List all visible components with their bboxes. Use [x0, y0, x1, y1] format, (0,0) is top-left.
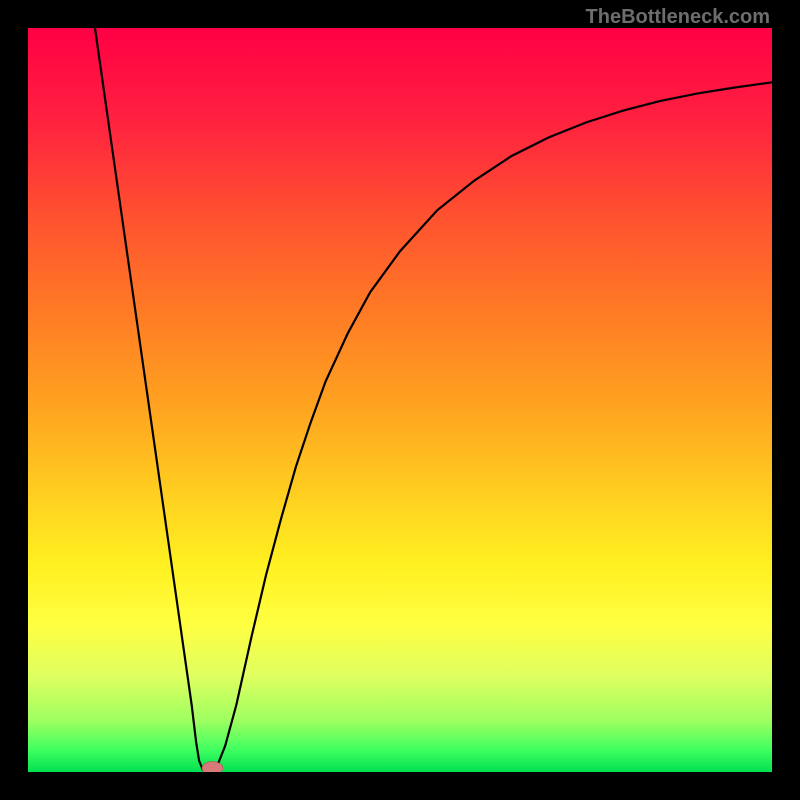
optimum-marker — [202, 762, 223, 772]
plot-area — [28, 28, 772, 772]
watermark-text: TheBottleneck.com — [586, 6, 770, 29]
curve-layer — [28, 28, 772, 772]
bottleneck-curve — [95, 28, 772, 772]
